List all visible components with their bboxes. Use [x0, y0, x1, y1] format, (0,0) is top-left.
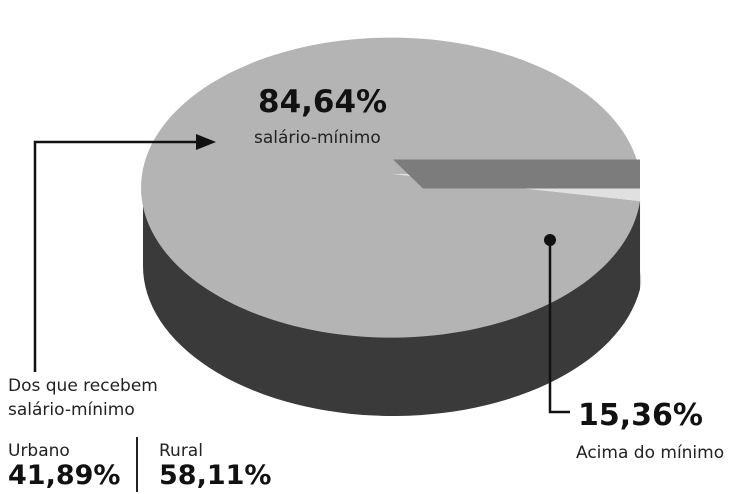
- slice-main-label: salário-mínimo: [254, 128, 381, 148]
- breakdown-rural-label: Rural: [159, 441, 203, 461]
- breakdown-divider: [136, 437, 138, 492]
- breakdown-rural-value: 58,11%: [159, 460, 272, 491]
- pie-group: [33, 37, 641, 417]
- slice-main-value: 84,64%: [258, 84, 388, 120]
- slice-other-value: 15,36%: [578, 398, 703, 433]
- leader-arrow-main: [196, 134, 216, 150]
- leader-line-other: [548, 240, 570, 414]
- breakdown-urbano-value: 41,89%: [8, 460, 121, 491]
- leader-line-main: [33, 140, 200, 372]
- slice-main: [141, 37, 641, 338]
- pie-side-main: [142, 178, 641, 417]
- slice-other-label: Acima do mínimo: [576, 443, 725, 463]
- breakdown-urbano-label: Urbano: [8, 441, 70, 461]
- slice-cut-face: [393, 159, 640, 189]
- breakdown-title-line1: Dos que recebem: [8, 376, 158, 396]
- breakdown-title-line2: salário-mínimo: [8, 400, 135, 420]
